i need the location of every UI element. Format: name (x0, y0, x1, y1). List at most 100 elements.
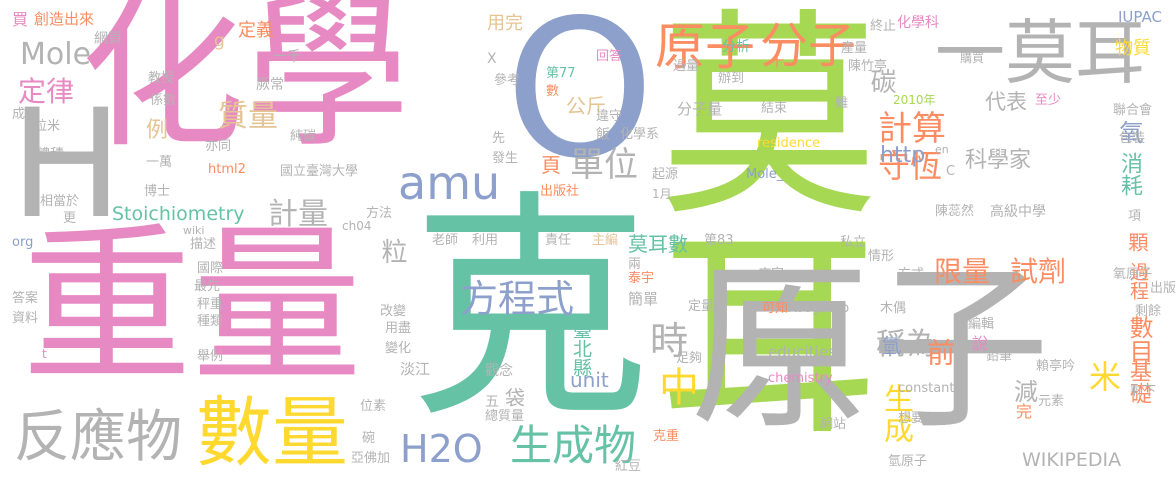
word-tiji: 體積 (36, 147, 64, 163)
word-jisuan: 計算 (878, 109, 946, 149)
word-fangchengshi: 方程式 (460, 277, 575, 321)
word-wangzhan: 網站 (820, 417, 847, 432)
word-juli: 舉例 (197, 349, 224, 364)
word-limi: 粒米 (34, 119, 61, 134)
word-o: O (505, 0, 655, 200)
word-tan: 碳 (866, 68, 896, 94)
word-guannian: 觀念 (485, 363, 513, 379)
word-zhubian: 主編 (592, 233, 619, 248)
word-gongjin: 公斤 (566, 94, 606, 118)
word-fenxi: 分析 (722, 39, 750, 55)
word-chenzhuting: 陳竹亭 (848, 59, 888, 74)
word-zhong: 中 (652, 366, 698, 406)
word-mole-underscore: Mole_ (746, 167, 784, 182)
word-qian: 前 (923, 338, 956, 366)
word-http: http (880, 143, 926, 168)
word-tianyu: 泰宇 (628, 271, 655, 286)
word-qiyuan: 起源 (652, 167, 679, 182)
word-shengcheng: 生成 (878, 383, 913, 443)
word-yiqian: 一千 (273, 49, 301, 65)
word-moershu: 莫耳數 (628, 232, 688, 256)
word-guoliang: 過量 (673, 59, 700, 74)
word-yiwan: 一萬 (146, 155, 173, 170)
word-shengyu: 剩餘 (1135, 304, 1162, 319)
word-huaxueke: 化學科 (897, 15, 939, 31)
word-laoshi: 老師 (432, 233, 459, 248)
word-cheng: 成 (12, 107, 26, 122)
word-shuliang: 數量 (196, 388, 348, 477)
word-sili: 私立 (840, 235, 867, 250)
word-zhongliang: 重量 (22, 208, 363, 406)
word-nan: 難 (835, 96, 849, 111)
word-2010: 2010年 (893, 93, 936, 107)
word-ding: 項 (1128, 209, 1142, 224)
word-huida: 回答 (596, 49, 623, 64)
word-chuban: 出版 (1150, 281, 1175, 296)
word-jian: 減 (1014, 378, 1038, 406)
word-chengwei: 稱為 (876, 327, 936, 362)
word-huaxuexi: 化學系 (620, 127, 660, 142)
word-danwei: 單位 (570, 145, 638, 185)
word-gaoji: 高級中學 (990, 204, 1046, 220)
word-dinglv: 定律 (18, 75, 75, 108)
word-amu: amu (398, 156, 501, 210)
word-guocheng: 過程 (1127, 262, 1149, 300)
word-avogadro: Avogadro (788, 301, 850, 316)
word-yuanzi: 原子 (655, 18, 755, 76)
word-bianhua: 變化 (385, 341, 412, 356)
word-gouai: 購買 (960, 51, 985, 65)
word-wuzhi: 物質 (1115, 38, 1151, 59)
word-ntu: 國立臺灣大學 (280, 164, 359, 179)
word-fangshi: 方式 (898, 267, 925, 282)
word-shengxia: 剩下 (1130, 384, 1157, 399)
word-wu: 五 (485, 394, 499, 410)
word-ziliao: 資料 (12, 311, 39, 326)
word-chuangzao: 創造出來 (34, 10, 95, 28)
word-chanliang: 產量 (841, 41, 868, 56)
word-zhishao: 至少 (1035, 93, 1062, 108)
word-hongdou: 紅豆 (615, 459, 642, 474)
word-iupac: IUPAC (1118, 8, 1162, 26)
word-xianliang: 限量 (934, 255, 991, 288)
word-zugou: 足夠 (676, 351, 703, 366)
word-xiangdangyu: 相當於 (40, 194, 80, 209)
word-fenzi: 分子 (760, 18, 857, 74)
word-g: g (214, 31, 225, 51)
word-xian: 先 (492, 131, 506, 146)
word-html2: html2 (208, 162, 246, 177)
word-yang: 氧 (1115, 120, 1143, 144)
word-zeren: 責任 (545, 233, 572, 248)
word-huaxue: 化學 (80, 0, 410, 170)
word-xiaohao: 消耗 (1117, 152, 1142, 196)
word-plus: 十 (770, 54, 784, 70)
word-shuo: 說 (972, 334, 989, 353)
word-ke2: 顆 (1125, 232, 1149, 252)
word-yong: 用完 (487, 13, 523, 34)
word-xishu: 係數 (150, 93, 177, 108)
word-1yue: 1月 (652, 187, 672, 201)
word-qing: 氫 (878, 335, 902, 355)
word-yuanzi-big: 原子 (690, 245, 1051, 454)
word-educities: educities (768, 343, 836, 361)
word-zhiliang: 質量 (218, 99, 278, 134)
word-wiki: wiki (183, 224, 205, 237)
word-jiliang: 計量 (268, 197, 328, 232)
word-shi: 時 (650, 319, 689, 363)
word-lianhehui: 聯合會 (1113, 103, 1153, 118)
word-kexuejia: 科學家 (965, 148, 1032, 173)
word-yitong: 亦同 (205, 139, 232, 154)
word-dianjia: 店家 (758, 267, 785, 282)
word-laitingyin: 賴亭吟 (1036, 359, 1076, 374)
word-yuansu: 元素 (1038, 394, 1065, 409)
word-mi: 米 (1084, 360, 1122, 392)
word-dingliang: 定量 (688, 299, 715, 314)
word-bianji: 編輯 (968, 317, 995, 332)
word-geng: 更 (63, 211, 77, 226)
word-chuntan: 純碳 (290, 129, 317, 144)
word-liyong: 利用 (472, 233, 499, 248)
word-kezhong: 克重 (653, 429, 680, 444)
word-weisu: 位素 (360, 399, 387, 414)
word-xiangyao: 想要 (898, 411, 925, 426)
word-t: t (42, 347, 47, 361)
word-daan: 答案 (12, 291, 39, 306)
